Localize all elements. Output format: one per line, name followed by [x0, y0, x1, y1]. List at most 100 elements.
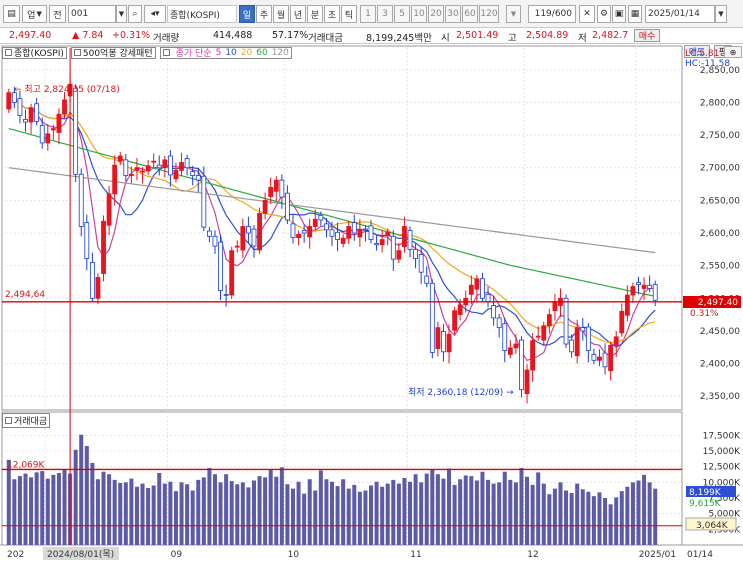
volume-bar: [51, 474, 56, 545]
candle-body: [346, 226, 352, 239]
volume-bar: [541, 483, 546, 545]
high-value: 2,504.89: [526, 30, 569, 41]
code-input[interactable]: 001: [68, 5, 116, 23]
zoom-in-icon[interactable]: ⊕: [724, 46, 742, 58]
interval-dropdown[interactable]: ▼: [506, 5, 521, 23]
interval-30[interactable]: 30: [445, 5, 461, 23]
change-value: ▲ 7.84: [72, 30, 104, 41]
period-day[interactable]: 일: [239, 5, 255, 23]
x-tick-label: 10: [288, 550, 300, 560]
sell-button[interactable]: 매도: [684, 45, 710, 58]
settings-icon[interactable]: ⚙: [597, 5, 611, 23]
period-minute[interactable]: 분: [307, 5, 323, 23]
legend-pattern-box[interactable]: 500억봉 강세패턴: [70, 46, 156, 59]
search-icon[interactable]: ⌕: [128, 5, 142, 23]
x-tick-label: 2024/08/01(목): [47, 549, 114, 560]
buy-button[interactable]: 매수: [634, 29, 660, 42]
candle-body: [519, 339, 524, 391]
candle-body: [45, 133, 51, 144]
legend-ma5: 5: [215, 47, 222, 58]
volume-bar: [558, 482, 563, 545]
legend-ma-box[interactable]: 종가 단순 5 10 20 60 120: [159, 46, 292, 59]
price-tick-label: 2,600,00: [700, 229, 740, 239]
interval-20[interactable]: 20: [428, 5, 444, 23]
volume-bar: [474, 480, 479, 545]
candle-body: [251, 228, 257, 247]
legend-name-box[interactable]: 종합(KOSPI): [2, 46, 67, 59]
candle-body: [335, 231, 340, 240]
candle-body: [452, 310, 458, 331]
interval-10[interactable]: 10: [411, 5, 427, 23]
volume-bar: [6, 459, 11, 545]
open-label: 시: [441, 33, 450, 44]
volume-bar: [235, 484, 240, 545]
volume-bar: [486, 479, 491, 545]
period-month[interactable]: 월: [273, 5, 289, 23]
volume-bar: [257, 476, 262, 545]
save-icon[interactable]: ▣: [612, 5, 626, 23]
volume-bar: [369, 485, 374, 545]
ma60-line: [8, 128, 656, 297]
candle-body: [652, 284, 658, 301]
date-dropdown[interactable]: ▼: [715, 5, 727, 23]
chart-type-icon[interactable]: ▤: [3, 5, 20, 23]
candle-body: [190, 171, 196, 176]
interval-60[interactable]: 60: [462, 5, 478, 23]
volume-bar: [274, 476, 279, 545]
candle-body: [580, 327, 586, 332]
volume-tick-label: 10,000K: [703, 478, 741, 488]
volume-bar: [374, 481, 379, 545]
interval-120[interactable]: 120: [479, 5, 499, 23]
legend-ma60: 60: [256, 47, 268, 58]
price-panel-frame: [1, 45, 683, 411]
candle-body: [513, 343, 519, 349]
volume-bar: [302, 493, 307, 545]
volume-panel-title: 거래대금: [2, 413, 51, 428]
period-second[interactable]: 초: [324, 5, 340, 23]
interval-5[interactable]: 5: [394, 5, 410, 23]
volume-bar: [603, 498, 608, 545]
volume-bar: [56, 472, 61, 545]
volume-bar: [547, 494, 552, 545]
interval-3[interactable]: 3: [377, 5, 393, 23]
period-year[interactable]: 년: [290, 5, 306, 23]
cross-icon[interactable]: ✕: [579, 5, 595, 23]
low-annotation: 최저 2,360,18 (12/09) →: [408, 387, 514, 398]
candle-body: [535, 335, 541, 338]
candle-body: [34, 103, 40, 122]
volume-current-label: 8,199K: [689, 488, 722, 498]
current-price-label: 2,497.40: [698, 298, 738, 308]
interval-1[interactable]: 1: [360, 5, 376, 23]
period-week[interactable]: 주: [256, 5, 272, 23]
candle-body: [167, 155, 173, 176]
candle-body: [552, 301, 558, 312]
volume-bar: [129, 478, 134, 545]
calendar-icon[interactable]: ▦: [628, 5, 642, 23]
volume-bar: [101, 471, 106, 545]
legend-ma20: 20: [240, 47, 253, 58]
volume-bar: [402, 477, 407, 545]
volume-bar: [508, 479, 513, 545]
period-tick[interactable]: 틱: [341, 5, 357, 23]
candle-body: [162, 159, 168, 169]
candle-body: [507, 347, 513, 355]
volume-bar: [452, 484, 457, 545]
chart-overlay: 2,494,64 12,069K ← 최고 2,824,35 (07/18) 최저 2…: [2, 48, 741, 545]
bar-count-input[interactable]: 119/600: [528, 5, 576, 23]
candle-body: [636, 282, 641, 285]
volume-bar: [519, 467, 524, 545]
volume-bar: [29, 477, 34, 545]
change-percent: +0.31%: [112, 30, 151, 41]
volume-bar: [424, 473, 429, 545]
volume-bar: [408, 481, 413, 545]
market-select[interactable]: 업 ▼: [22, 5, 47, 23]
candle-body: [95, 277, 101, 299]
date-input[interactable]: 2025/01/14: [645, 5, 715, 23]
volume-bar: [185, 484, 190, 545]
all-button[interactable]: 전: [49, 5, 66, 23]
candle-body: [569, 339, 575, 353]
checkbox-icon: [5, 417, 12, 424]
code-dropdown[interactable]: ▼: [116, 5, 127, 23]
sound-icon[interactable]: ◂▾: [144, 5, 166, 23]
volume-bar: [380, 486, 385, 545]
